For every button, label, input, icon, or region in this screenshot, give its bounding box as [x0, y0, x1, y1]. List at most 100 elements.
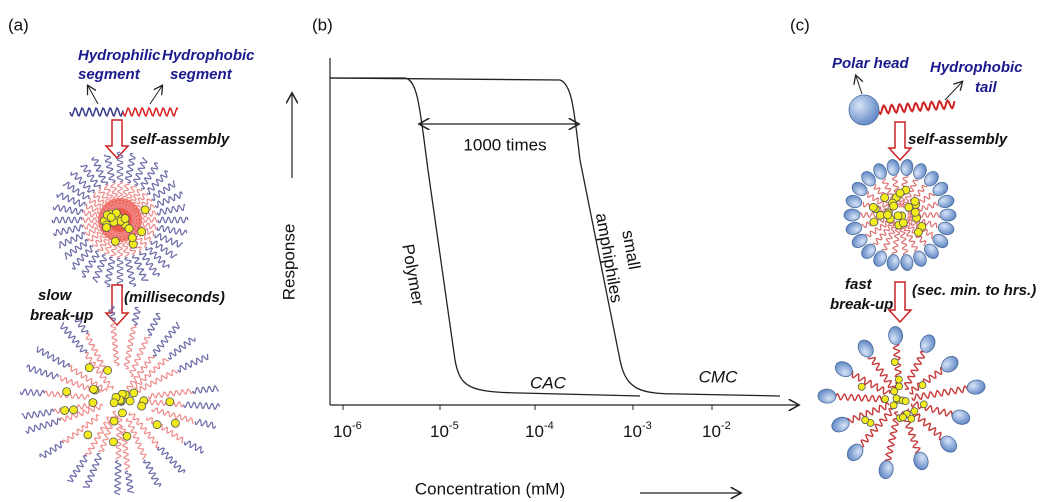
dot — [913, 227, 923, 237]
chain — [128, 193, 148, 213]
head — [861, 243, 876, 259]
head — [913, 163, 927, 180]
dot — [889, 201, 899, 211]
dot — [103, 366, 113, 375]
chain — [116, 257, 124, 289]
chain — [192, 385, 220, 395]
tick-label: 10-3 — [623, 420, 652, 442]
chain — [131, 254, 149, 282]
dot — [137, 401, 146, 411]
chain — [851, 370, 891, 396]
head — [861, 171, 876, 187]
chain — [151, 180, 176, 202]
chain — [84, 416, 111, 457]
label: self-assembly — [130, 131, 230, 148]
label: Polar head — [832, 55, 910, 72]
label: self-assembly — [908, 131, 1008, 148]
tick-base: 10 — [525, 422, 544, 441]
tick-label: 10-6 — [333, 420, 362, 442]
dot — [894, 375, 903, 384]
chain — [70, 171, 96, 194]
head — [886, 159, 900, 176]
chain — [108, 305, 116, 322]
chain — [119, 231, 130, 258]
head — [857, 339, 874, 358]
chain — [183, 401, 221, 410]
amphiphile-curve — [329, 77, 781, 397]
chain — [151, 407, 194, 424]
chain — [864, 217, 894, 238]
pointer — [856, 76, 862, 95]
dot — [125, 396, 135, 406]
chain — [123, 185, 138, 210]
chain — [85, 351, 114, 390]
dot — [124, 224, 134, 233]
dot — [127, 233, 137, 243]
chain — [898, 222, 909, 255]
dot — [899, 413, 907, 422]
head — [932, 233, 949, 248]
chain — [66, 454, 88, 483]
chain — [116, 151, 124, 183]
chain — [110, 182, 121, 209]
head — [851, 182, 868, 197]
chain — [872, 219, 895, 246]
head — [919, 334, 936, 353]
dot — [893, 211, 903, 221]
chain — [124, 470, 135, 494]
head — [900, 254, 914, 271]
head — [924, 171, 939, 187]
chain — [146, 170, 169, 196]
chain — [56, 192, 86, 208]
chain — [117, 182, 123, 209]
dot — [152, 420, 162, 430]
dot — [880, 193, 890, 202]
chain — [52, 204, 84, 216]
chain — [867, 356, 896, 391]
curve-label: amphiphiles — [592, 211, 626, 304]
chain — [156, 446, 186, 474]
chain — [74, 314, 89, 335]
chain — [58, 231, 86, 249]
label: break-up — [830, 296, 893, 313]
head — [846, 443, 864, 462]
dot — [140, 205, 150, 215]
head — [873, 163, 887, 180]
dot — [102, 223, 111, 232]
down-arrow — [887, 121, 913, 162]
dot — [861, 416, 870, 424]
chain — [103, 230, 117, 254]
chain — [126, 189, 143, 212]
head — [939, 208, 957, 222]
down-arrow — [104, 119, 130, 160]
tick-exp: -4 — [544, 420, 554, 432]
head — [924, 243, 939, 259]
label: tail — [975, 79, 998, 96]
dot — [109, 398, 119, 408]
chain — [860, 407, 893, 448]
dot — [895, 188, 905, 198]
chain — [884, 411, 901, 462]
dot — [83, 430, 93, 440]
chain — [52, 224, 84, 237]
label: break-up — [30, 307, 93, 324]
head — [831, 416, 850, 433]
curve-label: small — [618, 229, 644, 271]
chain — [137, 369, 178, 394]
chain — [68, 364, 108, 392]
dot — [901, 397, 910, 406]
label: Hydrophobic — [162, 47, 255, 64]
annotation: CMC — [699, 367, 738, 386]
dot — [869, 217, 879, 227]
tick-label: 10-4 — [525, 420, 554, 442]
chain — [124, 256, 137, 288]
dot — [137, 227, 147, 237]
head — [888, 326, 903, 345]
chain — [71, 244, 94, 270]
tick-exp: -5 — [449, 420, 459, 432]
dot — [109, 437, 118, 447]
chain — [39, 440, 64, 459]
dot — [857, 382, 866, 391]
chain — [62, 181, 90, 200]
